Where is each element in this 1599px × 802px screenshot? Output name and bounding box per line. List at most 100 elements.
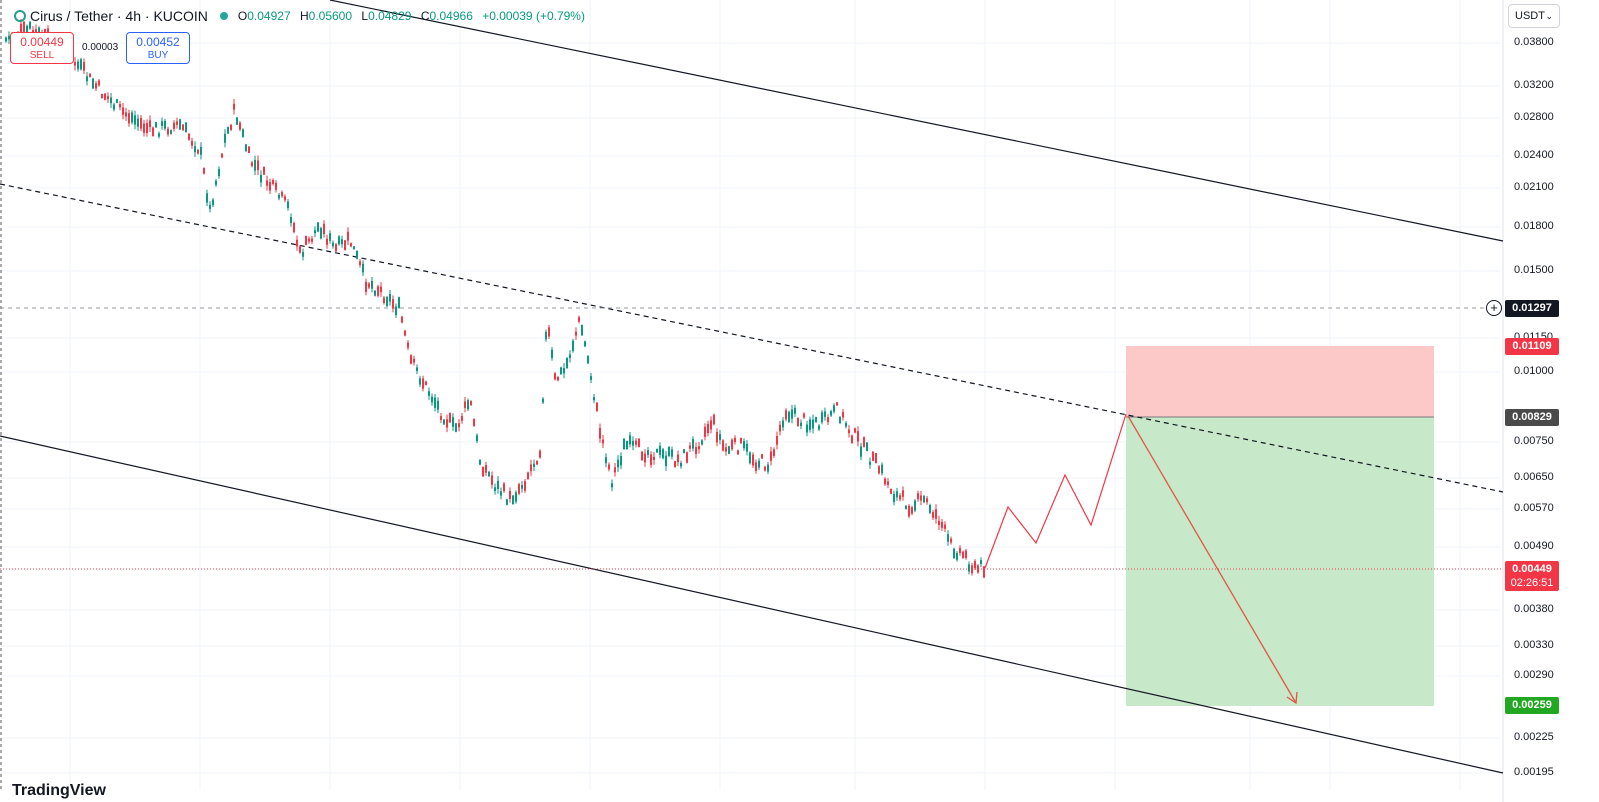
- candle-body: [662, 449, 664, 459]
- candle-body: [401, 316, 403, 323]
- add-alert-plus-icon[interactable]: +: [1486, 300, 1502, 316]
- candle-body: [917, 493, 919, 500]
- candle-body: [836, 402, 838, 406]
- candle-body: [176, 121, 178, 125]
- candle-body: [287, 201, 289, 209]
- candle-body: [554, 373, 556, 380]
- currency-label: USDT: [1515, 10, 1545, 22]
- candle-body: [494, 487, 496, 492]
- price-axis-tick: 0.00650: [1514, 471, 1554, 483]
- candle-body: [311, 238, 313, 242]
- candle-body: [632, 440, 634, 446]
- candle-body: [833, 405, 835, 412]
- candle-body: [362, 263, 364, 273]
- candle-body: [443, 419, 445, 425]
- spread-value: 0.00003: [82, 42, 119, 53]
- candle-body: [821, 412, 823, 423]
- price-axis-tick: 0.01800: [1514, 220, 1554, 232]
- candle-body: [80, 59, 82, 70]
- candle-body: [692, 439, 694, 449]
- candle-body: [188, 133, 190, 140]
- candle-body: [665, 455, 667, 467]
- candle-body: [776, 436, 778, 445]
- candle-body: [89, 73, 91, 78]
- candle-body: [137, 118, 139, 127]
- candle-body: [470, 401, 472, 406]
- candle-body: [524, 481, 526, 491]
- candle-body: [278, 194, 280, 199]
- symbol-title[interactable]: Cirus / Tether · 4h · KUCOIN: [30, 8, 208, 24]
- candle-body: [359, 261, 361, 266]
- candle-body: [341, 239, 343, 245]
- candle-body: [308, 238, 310, 242]
- candle-body: [383, 297, 385, 304]
- candle-body: [230, 124, 232, 130]
- entry-price-tag: 0.00829: [1505, 409, 1559, 426]
- candle-body: [389, 294, 391, 302]
- candle-body: [773, 449, 775, 457]
- candle-body: [698, 446, 700, 450]
- candle-body: [329, 233, 331, 241]
- candle-body: [686, 452, 688, 463]
- currency-selector[interactable]: USDT ⌄: [1508, 4, 1560, 28]
- candle-body: [227, 127, 229, 134]
- candle-body: [20, 23, 22, 35]
- candle-body: [545, 331, 547, 340]
- candle-body: [452, 417, 454, 427]
- candle-body: [302, 252, 304, 257]
- candle-body: [296, 239, 298, 247]
- candle-body: [869, 461, 871, 465]
- last-price: 0.00449: [1512, 563, 1552, 575]
- sell-price: 0.00449: [20, 35, 64, 49]
- candle-body: [530, 464, 532, 472]
- candle-body: [701, 440, 703, 445]
- candle-body: [158, 133, 160, 137]
- symbol-header: Cirus / Tether · 4h · KUCOIN O0.04927 H0…: [14, 6, 591, 26]
- price-axis-tick: 0.00330: [1514, 639, 1554, 651]
- projection-path: [984, 413, 1127, 569]
- candle-body: [86, 76, 88, 82]
- candle-body: [845, 422, 847, 427]
- price-axis-tick: 0.02800: [1514, 111, 1554, 123]
- candle-body: [839, 417, 841, 424]
- candle-body: [752, 454, 754, 466]
- candle-body: [926, 498, 928, 503]
- ohlc-values: O0.04927 H0.05600 L0.04829 C0.04966 +0.0…: [237, 9, 585, 23]
- candle-body: [818, 425, 820, 430]
- candle-body: [113, 104, 115, 110]
- sell-button[interactable]: 0.00449 SELL: [10, 32, 74, 64]
- candle-body: [959, 547, 961, 554]
- candle-body: [8, 35, 10, 40]
- candle-body: [164, 120, 166, 129]
- candle-body: [968, 564, 970, 572]
- candle-body: [800, 422, 802, 427]
- candle-body: [980, 560, 982, 565]
- candle-body: [143, 123, 145, 133]
- candle-body: [638, 438, 640, 448]
- candle-body: [575, 331, 577, 336]
- candle-body: [644, 453, 646, 463]
- candle-body: [887, 481, 889, 485]
- candle-body: [464, 401, 466, 408]
- candle-body: [215, 180, 217, 185]
- candle-body: [617, 459, 619, 468]
- candle-body: [479, 459, 481, 465]
- candle-body: [353, 246, 355, 250]
- candle-body: [416, 367, 418, 372]
- buy-button[interactable]: 0.00452 BUY: [126, 32, 190, 64]
- candle-body: [791, 409, 793, 419]
- candle-body: [254, 159, 256, 171]
- candle-body: [413, 358, 415, 363]
- candle-body: [851, 435, 853, 444]
- candle-body: [905, 505, 907, 510]
- price-axis-tick: 0.02100: [1514, 181, 1554, 193]
- candle-body: [935, 509, 937, 519]
- candle-body: [794, 407, 796, 414]
- candle-body: [323, 223, 325, 235]
- candle-body: [581, 324, 583, 336]
- candle-body: [155, 122, 157, 128]
- candle-body: [608, 464, 610, 470]
- candle-body: [251, 162, 253, 167]
- candle-body: [602, 439, 604, 444]
